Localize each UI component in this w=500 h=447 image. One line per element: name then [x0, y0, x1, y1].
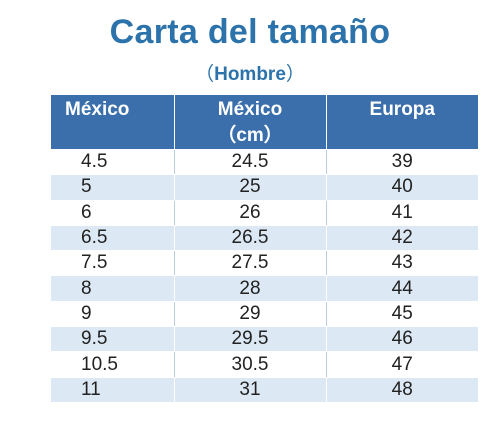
cell-europa: 40	[326, 174, 478, 201]
cell-mexico-cm: 25	[174, 174, 327, 201]
header-europa: Europa	[326, 95, 478, 150]
table-row: 6.5 26.5 42	[51, 225, 478, 252]
cell-mexico: 6	[51, 200, 175, 226]
cell-europa: 44	[326, 275, 478, 302]
cell-europa: 46	[326, 326, 478, 353]
table-row: 7.5 27.5 43	[51, 250, 478, 277]
cell-europa: 42	[326, 225, 478, 252]
cell-mexico-cm: 26.5	[174, 225, 327, 252]
header-label: México	[217, 99, 283, 120]
cell-europa: 41	[326, 200, 478, 226]
size-table: México México （cm） Europa 4.5 24.5 39 5 …	[51, 95, 478, 403]
subtitle-open-paren: （	[195, 64, 215, 85]
cell-europa: 48	[326, 377, 478, 403]
cell-europa: 47	[326, 351, 478, 378]
cell-mexico: 4.5	[51, 149, 175, 176]
cell-mexico: 10.5	[51, 351, 175, 378]
page-title: Carta del tamaño	[109, 13, 391, 51]
page-subtitle: （Hombre）	[0, 63, 500, 87]
header-label: México	[65, 99, 130, 120]
table-row: 4.5 24.5 39	[51, 149, 478, 176]
cell-europa: 43	[326, 250, 478, 277]
table-row: 10.5 30.5 47	[51, 351, 478, 378]
cell-mexico: 6.5	[51, 225, 175, 252]
cell-mexico: 11	[51, 377, 175, 403]
subtitle-close-paren: ）	[285, 64, 305, 85]
header-mexico-cm: México （cm）	[174, 95, 327, 150]
header-label: Europa	[369, 99, 435, 120]
cell-mexico: 9.5	[51, 326, 175, 353]
cell-mexico-cm: 27.5	[174, 250, 327, 277]
cell-mexico-cm: 28	[174, 275, 327, 302]
cell-mexico-cm: 29.5	[174, 326, 327, 353]
cell-europa: 45	[326, 301, 478, 328]
table-row: 6 26 41	[51, 200, 478, 226]
cell-mexico-cm: 24.5	[174, 149, 327, 176]
table-row: 9.5 29.5 46	[51, 326, 478, 353]
cell-europa: 39	[326, 149, 478, 176]
header-unit: （cm）	[217, 125, 283, 146]
table-row: 5 25 40	[51, 174, 478, 201]
cell-mexico: 5	[51, 174, 175, 201]
cell-mexico-cm: 30.5	[174, 351, 327, 378]
cell-mexico-cm: 31	[174, 377, 327, 403]
header-mexico: México	[51, 95, 175, 150]
table-header-row: México México （cm） Europa	[51, 95, 478, 150]
cell-mexico: 9	[51, 301, 175, 328]
table-row: 11 31 48	[51, 377, 478, 403]
cell-mexico: 7.5	[51, 250, 175, 277]
table-row: 9 29 45	[51, 301, 478, 328]
table-row: 8 28 44	[51, 275, 478, 302]
table-body: 4.5 24.5 39 5 25 40 6 26 41 6.5 26.5 42 …	[51, 149, 478, 403]
cell-mexico-cm: 26	[174, 200, 327, 226]
cell-mexico-cm: 29	[174, 301, 327, 328]
subtitle-text: Hombre	[214, 64, 286, 85]
cell-mexico: 8	[51, 275, 175, 302]
